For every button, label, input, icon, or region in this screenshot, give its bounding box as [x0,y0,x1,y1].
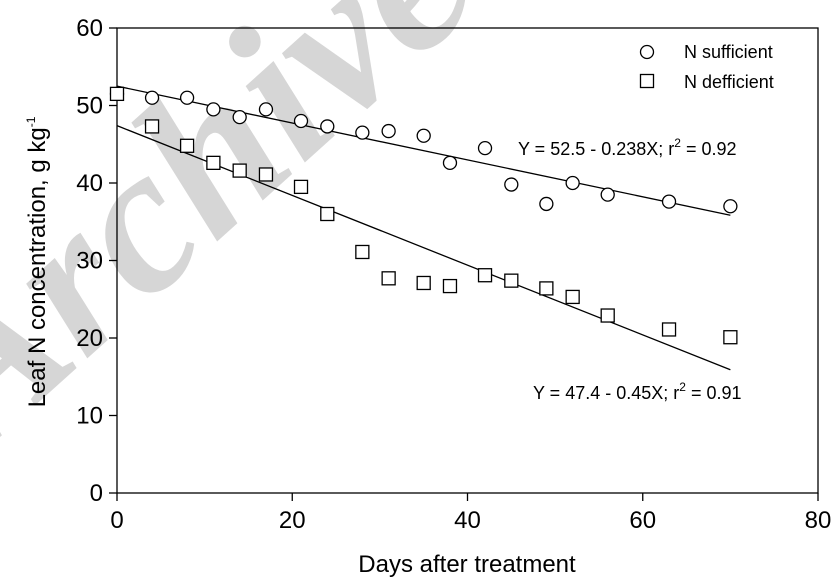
point-n-sufficient [355,125,370,140]
legend-label-n-sufficient: N sufficient [684,42,773,62]
point-n-sufficient [258,102,274,117]
x-axis-label: Days after treatment [358,551,576,578]
legend-label-n-defficient: N defficient [684,72,774,92]
point-n-defficient [504,273,519,288]
point-n-sufficient [504,177,519,192]
point-n-sufficient [232,109,247,125]
x-tick-label: 0 [110,507,123,534]
point-n-defficient [293,179,309,195]
point-n-sufficient [381,123,396,139]
y-axis-label: Leaf N concentration, g kg-1 [24,116,51,407]
axis-ticks: 0 20 40 60 80 0 10 20 30 40 50 60 [76,15,831,534]
point-n-defficient [723,330,738,345]
point-n-sufficient [539,196,554,212]
point-n-sufficient [144,90,160,105]
y-tick-label: 60 [76,15,103,42]
data-points [109,86,738,345]
x-tick-label: 80 [805,507,832,534]
legend: N sufficient N defficient [639,42,774,92]
equation-n-sufficient-tail: = 0.92 [681,139,737,159]
point-n-defficient [416,275,431,291]
point-n-defficient [320,206,335,222]
point-n-sufficient [206,102,221,117]
point-n-sufficient [661,194,677,209]
point-n-defficient [539,281,554,296]
equation-n-defficient-main: Y = 47.4 - 0.45X; r [533,383,679,403]
y-axis-label-main: Leaf N concentration, g kg [24,127,51,407]
point-n-defficient [661,322,677,337]
point-n-defficient [381,271,396,286]
x-tick-label: 60 [629,507,656,534]
point-n-defficient [477,268,493,283]
point-n-sufficient [179,90,195,105]
point-n-defficient [144,119,160,134]
y-tick-label: 20 [76,325,103,352]
point-n-sufficient [600,187,615,202]
equation-n-defficient: Y = 47.4 - 0.45X; r2 = 0.91 [533,380,742,403]
y-tick-label: 0 [90,480,103,507]
point-n-sufficient [442,155,458,171]
point-n-defficient [232,163,247,178]
x-tick-label: 20 [279,507,306,534]
point-n-defficient [442,278,458,294]
point-n-defficient [258,167,274,182]
point-n-defficient [565,289,580,305]
y-axis-label-sup: -1 [24,116,38,127]
equation-n-defficient-tail: = 0.91 [686,383,742,403]
equation-n-sufficient-sup: 2 [674,136,681,150]
point-n-defficient [206,155,221,171]
point-n-sufficient [723,199,738,214]
y-tick-label: 50 [76,93,103,120]
point-n-defficient [109,86,125,102]
point-n-sufficient [477,140,493,156]
point-n-sufficient [293,113,309,129]
equation-n-sufficient-main: Y = 52.5 - 0.238X; r [518,139,674,159]
point-n-defficient [355,244,370,260]
legend-marker-square [639,73,655,89]
legend-marker-circle [639,44,655,60]
point-n-defficient [179,138,195,153]
point-n-sufficient [416,128,431,143]
y-tick-label: 30 [76,248,103,275]
point-n-sufficient [320,119,335,134]
point-n-sufficient [565,175,580,191]
y-tick-label: 40 [76,170,103,197]
equation-n-sufficient: Y = 52.5 - 0.238X; r2 = 0.92 [518,136,737,159]
x-tick-label: 40 [454,507,481,534]
point-n-defficient [600,308,615,323]
equation-n-defficient-sup: 2 [679,380,686,394]
y-tick-label: 10 [76,403,103,430]
